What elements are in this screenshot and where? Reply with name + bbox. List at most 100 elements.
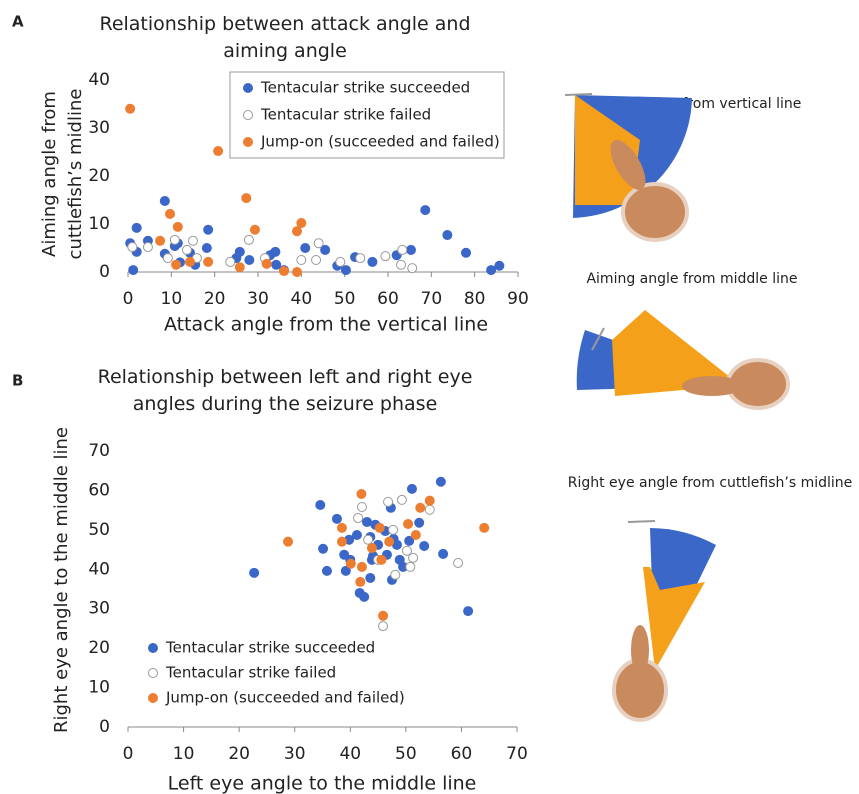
chart-title: Relationship between left and right eye … — [75, 364, 495, 418]
point — [368, 257, 377, 266]
point — [384, 497, 393, 506]
point — [314, 239, 323, 248]
point — [411, 530, 420, 539]
x-tick-label: 60 — [377, 289, 399, 309]
x-tick-label: 70 — [421, 289, 443, 309]
point — [364, 535, 373, 544]
x-tick-label: 20 — [204, 289, 226, 309]
point — [464, 607, 473, 616]
point — [397, 495, 406, 504]
point — [439, 549, 448, 558]
point — [356, 254, 365, 263]
point — [182, 245, 191, 254]
point — [357, 489, 366, 498]
point — [129, 266, 138, 275]
point — [415, 518, 424, 527]
point — [185, 257, 194, 266]
point — [381, 252, 390, 261]
point — [250, 225, 259, 234]
point — [385, 537, 394, 546]
point — [250, 568, 259, 577]
point — [316, 501, 325, 510]
point — [160, 196, 169, 205]
point — [245, 256, 254, 265]
point — [143, 243, 152, 252]
point — [341, 266, 350, 275]
point — [480, 523, 489, 532]
point — [204, 225, 213, 234]
x-tick-label: 60 — [451, 744, 473, 764]
x-tick-label: 0 — [123, 744, 134, 764]
point — [340, 550, 349, 559]
point — [408, 264, 417, 273]
point — [332, 514, 341, 523]
legend-marker — [149, 694, 158, 703]
point — [379, 611, 388, 620]
point — [244, 235, 253, 244]
point — [271, 247, 280, 256]
x-tick-label: 10 — [161, 289, 183, 309]
point — [156, 236, 165, 245]
point — [301, 244, 310, 253]
point — [406, 245, 415, 254]
y-tick-label: 30 — [88, 118, 110, 138]
point — [425, 505, 434, 514]
legend-marker — [244, 138, 253, 147]
point — [214, 147, 223, 156]
point — [235, 263, 244, 272]
y-tick-label: 20 — [88, 166, 110, 186]
x-tick-label: 50 — [334, 289, 356, 309]
point — [436, 477, 445, 486]
panel-label: B — [12, 372, 23, 390]
point — [495, 261, 504, 270]
point — [235, 247, 244, 256]
point — [391, 570, 400, 579]
x-tick-label: 70 — [506, 744, 528, 764]
point — [416, 503, 425, 512]
y-tick-label: 40 — [88, 559, 110, 579]
legend-label: Jump-on (succeeded and failed) — [260, 133, 500, 151]
y-tick-label: 10 — [88, 678, 110, 698]
diagram-attack — [565, 94, 692, 240]
point — [284, 537, 293, 546]
x-tick-label: 90 — [507, 289, 529, 309]
point — [202, 244, 211, 253]
point — [337, 523, 346, 532]
chart-title: Relationship between attack angle and ai… — [70, 11, 500, 65]
point — [420, 542, 429, 551]
point — [297, 256, 306, 265]
point — [407, 484, 416, 493]
point — [204, 257, 213, 266]
point — [293, 268, 302, 277]
point — [356, 577, 365, 586]
point — [367, 543, 376, 552]
x-tick-label: 40 — [339, 744, 361, 764]
point — [319, 544, 328, 553]
panel-label: A — [12, 13, 24, 31]
legend-label: Tentacular strike failed — [165, 664, 336, 682]
point — [425, 496, 434, 505]
y-tick-label: 10 — [88, 214, 110, 234]
point — [166, 209, 175, 218]
point — [163, 254, 172, 263]
point — [462, 248, 471, 257]
x-axis-label: Attack angle from the vertical line — [164, 314, 488, 336]
point — [398, 245, 407, 254]
legend-marker — [149, 669, 158, 678]
x-tick-label: 40 — [291, 289, 313, 309]
point — [272, 260, 281, 269]
point — [170, 235, 179, 244]
diagram-caption: Right eye angle from cuttlefish’s midlin… — [568, 475, 853, 491]
legend-marker — [244, 111, 253, 120]
point — [352, 530, 361, 539]
y-tick-label: 60 — [88, 480, 110, 500]
point — [336, 257, 345, 266]
point — [421, 206, 430, 215]
point — [354, 514, 363, 523]
point — [293, 227, 302, 236]
point — [280, 267, 289, 276]
point — [409, 553, 418, 562]
y-tick-label: 20 — [88, 638, 110, 658]
legend-label: Tentacular strike succeeded — [260, 79, 470, 97]
y-axis-label: Aiming angle from cuttlefish’s midline — [37, 54, 89, 294]
